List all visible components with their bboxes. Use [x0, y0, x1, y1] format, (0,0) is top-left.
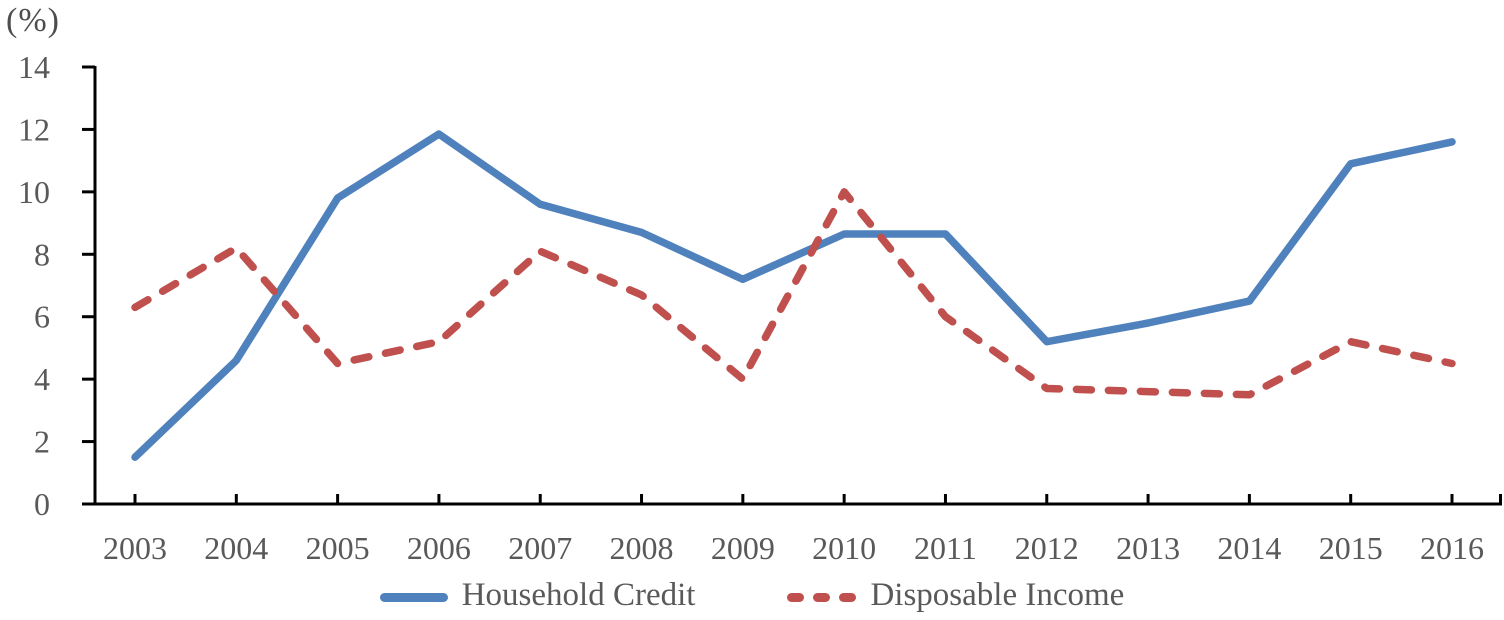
x-tick-label: 2006 [407, 530, 471, 566]
x-tick-label: 2009 [711, 530, 775, 566]
y-axis-unit-label: (%) [6, 2, 60, 39]
x-tick-label: 2014 [1217, 530, 1281, 566]
x-tick-label: 2005 [306, 530, 370, 566]
y-tick-label: 8 [34, 236, 50, 272]
series-line-household-credit [131, 130, 1456, 461]
legend-swatch-household-credit [379, 593, 448, 602]
x-tick-label: 2015 [1319, 530, 1383, 566]
x-tick-label: 2003 [103, 530, 167, 566]
y-tick-label: 4 [34, 361, 50, 397]
y-tick-label: 0 [34, 486, 50, 522]
legend-swatch-disposable-income [787, 593, 857, 602]
legend-label-household-credit: Household Credit [461, 577, 696, 613]
x-tick-label: 2016 [1420, 530, 1484, 566]
y-tick-label: 6 [34, 299, 50, 335]
x-tick-label: 2011 [914, 530, 977, 566]
legend-dash [813, 593, 831, 602]
y-tick-label: 2 [34, 424, 50, 460]
y-tick-label: 14 [18, 49, 50, 85]
chart-legend: Household Credit Disposable Income [0, 579, 1504, 616]
legend-dash [787, 593, 805, 602]
x-tick-label: 2007 [508, 530, 572, 566]
legend-dash [839, 593, 857, 602]
x-tick-label: 2012 [1015, 530, 1079, 566]
x-tick-label: 2008 [610, 530, 674, 566]
x-tick-label: 2004 [204, 530, 268, 566]
legend-spacer [709, 597, 773, 598]
series-line-disposable-income [131, 188, 1456, 399]
y-tick-label: 12 [18, 111, 50, 147]
x-tick-label: 2013 [1116, 530, 1180, 566]
x-tick-label: 2010 [812, 530, 876, 566]
y-tick-label: 10 [18, 174, 50, 210]
legend-label-disposable-income: Disposable Income [870, 577, 1125, 613]
